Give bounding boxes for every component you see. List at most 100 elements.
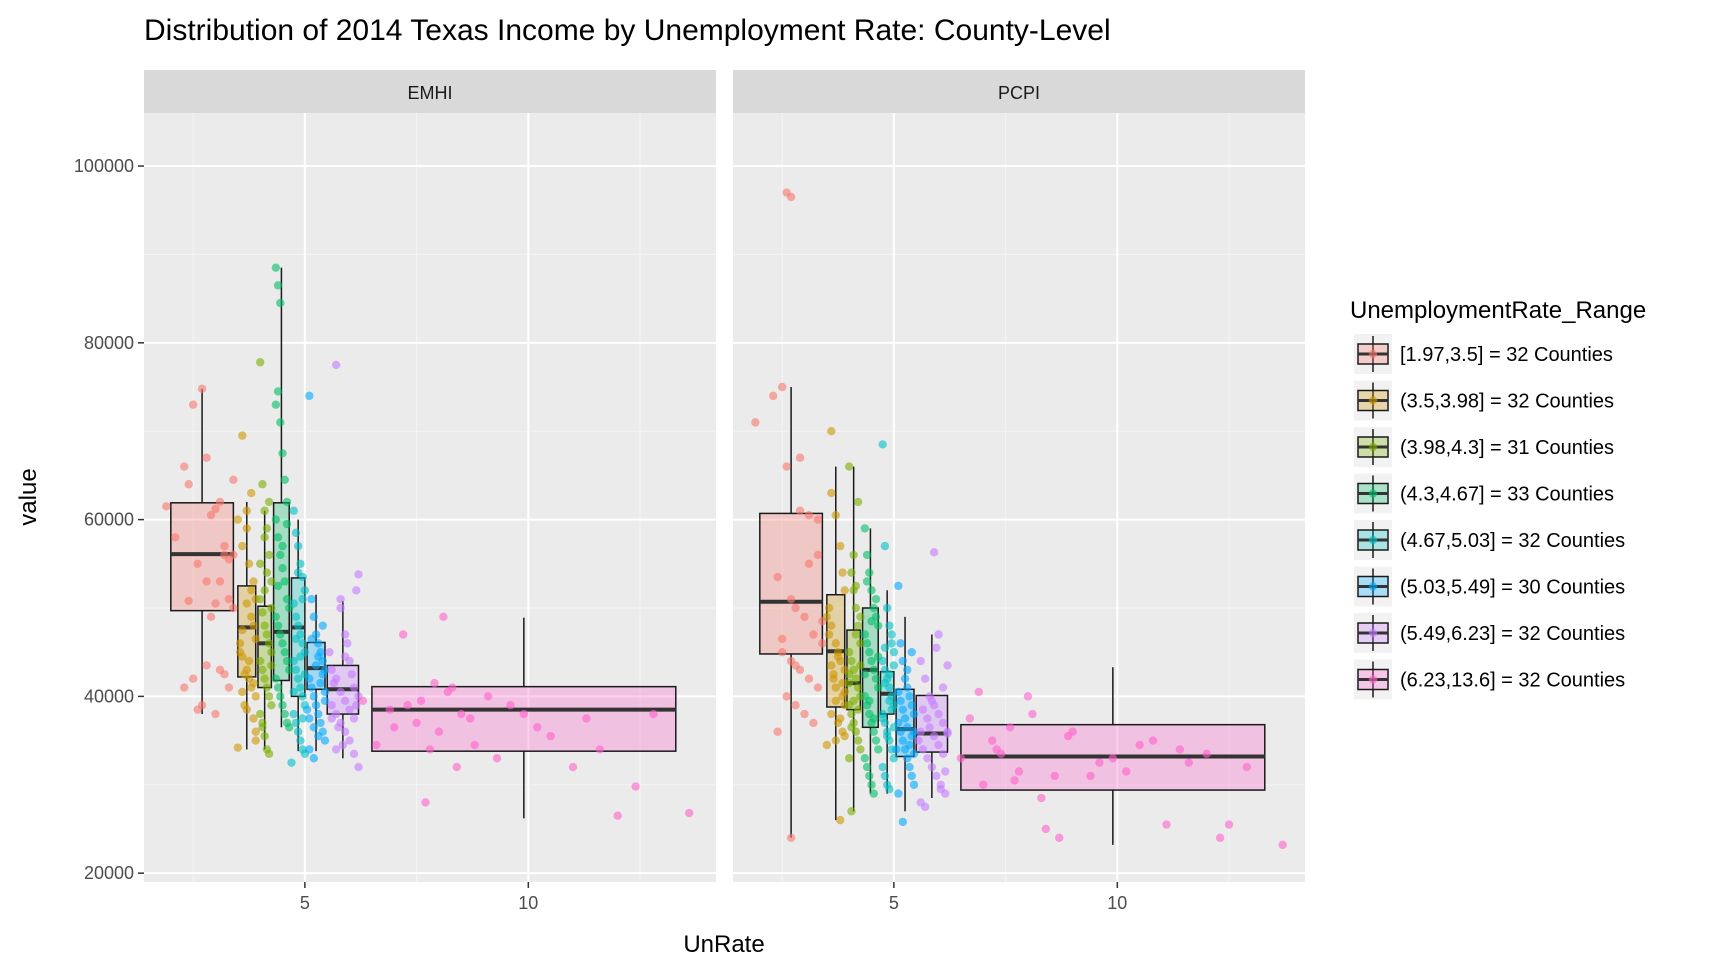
data-point xyxy=(869,714,878,723)
data-point xyxy=(282,519,292,529)
data-point xyxy=(853,683,863,692)
data-point xyxy=(595,745,605,754)
data-point xyxy=(331,745,341,754)
data-point xyxy=(251,736,260,745)
data-point xyxy=(925,723,934,732)
data-point xyxy=(943,661,952,670)
legend-label: (6.23,13.6] = 32 Counties xyxy=(1400,670,1625,692)
data-point xyxy=(869,789,878,798)
data-point xyxy=(833,652,843,661)
data-point xyxy=(824,630,834,639)
data-point xyxy=(242,506,251,515)
data-point xyxy=(285,665,294,675)
data-point xyxy=(258,608,267,617)
data-point xyxy=(871,594,881,604)
data-point xyxy=(795,453,805,462)
data-point xyxy=(398,630,408,639)
data-point xyxy=(291,612,301,622)
data-point xyxy=(242,705,251,714)
data-point xyxy=(934,740,943,750)
data-point xyxy=(249,714,258,723)
data-point xyxy=(836,815,845,825)
data-point xyxy=(349,683,359,692)
data-point xyxy=(856,745,865,754)
data-point xyxy=(238,541,247,551)
data-point xyxy=(777,382,787,392)
data-point xyxy=(1215,833,1225,843)
data-point xyxy=(296,652,305,661)
data-point xyxy=(211,709,220,719)
data-point xyxy=(836,541,845,551)
data-point xyxy=(1063,731,1073,741)
data-point xyxy=(1014,767,1024,776)
data-point xyxy=(327,701,336,710)
data-point xyxy=(903,683,912,692)
data-point xyxy=(786,833,796,843)
facet-strip-label: EMHI xyxy=(408,83,453,103)
data-point xyxy=(258,718,267,728)
legend-title: UnemploymentRate_Range xyxy=(1350,297,1646,324)
data-point xyxy=(891,745,901,754)
data-point xyxy=(251,634,260,644)
data-point xyxy=(311,701,321,710)
data-point xyxy=(929,548,939,557)
data-point xyxy=(813,550,823,560)
data-point xyxy=(896,727,905,736)
data-point xyxy=(920,674,930,683)
data-point xyxy=(900,714,910,723)
data-point xyxy=(860,524,870,533)
data-point xyxy=(869,665,878,675)
data-point xyxy=(354,762,363,772)
data-point xyxy=(305,714,314,723)
data-point xyxy=(267,661,276,670)
data-point xyxy=(840,731,849,741)
data-point xyxy=(838,678,847,688)
data-point xyxy=(773,572,782,582)
legend-label: (4.3,4.67] = 33 Counties xyxy=(1400,484,1614,506)
data-point xyxy=(238,625,247,635)
data-point xyxy=(296,736,305,745)
legend-key-point xyxy=(1368,582,1378,591)
data-point xyxy=(271,515,281,524)
data-point xyxy=(224,594,234,604)
legend-key-point xyxy=(1368,349,1378,359)
facet-strip xyxy=(733,70,1305,113)
data-point xyxy=(267,577,276,586)
data-point xyxy=(907,771,916,781)
data-point xyxy=(684,808,694,818)
legend-item-8: (6.23,13.6] = 32 Counties xyxy=(1354,659,1625,700)
data-point xyxy=(260,621,269,630)
data-point xyxy=(311,661,321,670)
data-point xyxy=(280,709,289,719)
data-point xyxy=(291,718,301,728)
legend-label: (4.67,5.03] = 32 Counties xyxy=(1400,530,1625,552)
data-point xyxy=(914,736,923,745)
data-point xyxy=(1148,736,1158,745)
data-point xyxy=(162,502,171,511)
data-point xyxy=(244,559,254,568)
panel-pcpi: PCPI 5 10 xyxy=(733,70,1305,913)
data-point xyxy=(352,701,361,710)
data-point xyxy=(907,647,916,657)
data-point xyxy=(302,705,312,714)
data-point xyxy=(235,639,245,648)
data-point xyxy=(258,665,267,675)
data-point xyxy=(844,678,854,688)
data-point xyxy=(314,639,323,648)
data-point xyxy=(280,577,289,586)
data-point xyxy=(941,767,950,776)
data-point xyxy=(316,678,325,688)
legend-item-2: (3.5,3.98] = 32 Counties xyxy=(1354,380,1614,421)
legend-items: [1.97,3.5] = 32 Counties (3.5,3.98] = 32 … xyxy=(1354,334,1625,700)
data-point xyxy=(831,683,840,692)
data-point xyxy=(1162,820,1171,829)
data-point xyxy=(831,696,840,705)
data-point xyxy=(1108,754,1118,763)
data-point xyxy=(1135,740,1144,750)
data-point xyxy=(822,612,832,622)
data-point xyxy=(229,475,238,485)
panel-background xyxy=(144,113,716,882)
data-point xyxy=(336,687,345,697)
data-point xyxy=(923,754,932,763)
data-point xyxy=(327,665,336,675)
